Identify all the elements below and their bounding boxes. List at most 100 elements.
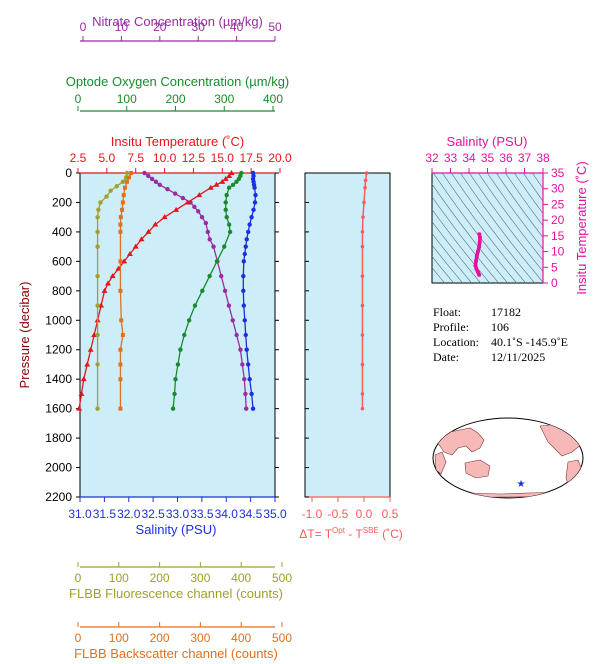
- nitrate-point: [240, 362, 245, 367]
- salinity-point: [244, 237, 249, 242]
- ts-salinity-tick-label: 33: [444, 151, 458, 165]
- nitrate-tick-label: 30: [192, 20, 206, 34]
- delta-point: [361, 215, 365, 219]
- salinity-point: [251, 207, 256, 213]
- ts-temperature-tick-label: 15: [551, 229, 565, 243]
- fluorescence-tick-label: 0: [75, 571, 82, 585]
- salinity-point: [252, 200, 258, 205]
- nitrate-point: [219, 273, 224, 279]
- pressure-tick-label: 800: [52, 284, 72, 298]
- oxygen-tick-label: 200: [165, 92, 185, 106]
- map-land-asia: [435, 427, 485, 456]
- salinity-point: [241, 273, 246, 279]
- salinity-tick-label: 31.0: [68, 507, 92, 521]
- nitrate-point: [211, 244, 216, 249]
- delta-point: [363, 178, 368, 183]
- temperature-point: [226, 172, 233, 178]
- info-location: Location: 40.1˚S -145.9˚E: [433, 335, 568, 350]
- density-contour: [432, 196, 499, 283]
- temperature-point: [76, 405, 83, 411]
- density-contour: [432, 183, 508, 283]
- temperature-point: [196, 192, 203, 198]
- salinity-point: [242, 318, 247, 323]
- delta-plot-frame: [304, 172, 391, 498]
- backscatter-point: [124, 179, 129, 184]
- delta-tick-label: 0.5: [382, 507, 399, 521]
- temperature-point: [105, 280, 112, 286]
- pressure-tick-label: 1000: [45, 313, 72, 327]
- oxygen-point: [200, 288, 205, 294]
- salinity-point: [245, 362, 251, 367]
- fluorescence-tick-label: 300: [190, 571, 210, 585]
- fluorescence-point: [95, 273, 100, 279]
- nitrate-point: [222, 288, 228, 294]
- temperature-tick-label: 20.0: [268, 151, 292, 165]
- backscatter-point: [119, 318, 124, 323]
- ts-temperature-tick-label: 35: [551, 166, 565, 180]
- fluorescence-point: [95, 244, 100, 249]
- nitrate-point: [165, 187, 170, 192]
- temperature-series-line: [78, 172, 233, 409]
- info-float: Float: 17182: [433, 305, 521, 320]
- temperature-tick-label: 15.0: [211, 151, 235, 165]
- map-land-australia: [464, 459, 491, 479]
- ts-temperature-axis-label: Insitu Temperature (˚C): [574, 161, 589, 294]
- fluorescence-point: [95, 229, 100, 235]
- ts-temperature-tick-label: 25: [551, 197, 565, 211]
- oxygen-point: [227, 229, 233, 235]
- salinity-point: [244, 347, 249, 352]
- nitrate-tick-label: 0: [80, 20, 87, 34]
- temperature-tick-label: 5.0: [99, 151, 116, 165]
- delta-point: [360, 244, 365, 249]
- salinity-point: [249, 214, 254, 220]
- oxygen-tick-label: 300: [214, 92, 234, 106]
- salinity-point: [250, 406, 256, 411]
- backscatter-point: [118, 406, 123, 411]
- density-contour: [432, 221, 481, 283]
- density-contour: [442, 173, 526, 283]
- temperature-point: [121, 258, 128, 264]
- ts-point: [477, 235, 482, 240]
- pressure-tick-label: 2200: [45, 490, 72, 504]
- temperature-point: [78, 390, 85, 396]
- backscatter-point: [118, 259, 123, 264]
- pressure-tick-label: 1800: [45, 431, 72, 445]
- nitrate-point: [203, 220, 209, 226]
- nitrate-tick-label: 40: [230, 20, 244, 34]
- salinity-tick-label: 34.0: [215, 507, 239, 521]
- delta-point: [360, 230, 365, 234]
- nitrate-point: [205, 229, 210, 235]
- backscatter-point: [129, 171, 134, 175]
- salinity-point: [247, 376, 252, 382]
- pressure-tick-label: 400: [52, 225, 72, 239]
- density-contour: [505, 173, 543, 227]
- oxygen-tick-label: 400: [263, 92, 283, 106]
- nitrate-tick-label: 10: [115, 20, 129, 34]
- nitrate-point: [207, 237, 212, 242]
- location-label: Location:: [433, 335, 479, 349]
- oxygen-point: [223, 200, 228, 205]
- salinity-point: [241, 303, 246, 308]
- temperature-point: [84, 361, 91, 367]
- fluorescence-point: [120, 179, 126, 185]
- pressure-tick-label: 1400: [45, 372, 72, 386]
- oxygen-point: [192, 303, 198, 308]
- salinity-point: [247, 222, 252, 227]
- oxygen-point: [222, 244, 227, 249]
- temperature-point: [173, 206, 180, 212]
- oxygen-point: [230, 182, 236, 187]
- nitrate-axis-label: Nitrate Concentration (µm/kg): [92, 14, 263, 29]
- nitrate-point: [172, 191, 178, 196]
- ts-salinity-tick-label: 38: [536, 151, 550, 165]
- ts-point: [475, 249, 480, 254]
- temperature-point: [109, 273, 116, 279]
- density-contour: [523, 173, 543, 202]
- fluorescence-point: [95, 332, 100, 338]
- pressure-tick-label: 200: [52, 195, 72, 209]
- nitrate-point: [157, 182, 162, 187]
- fluorescence-point: [108, 188, 113, 193]
- oxygen-point: [182, 332, 187, 338]
- nitrate-point: [230, 318, 235, 323]
- ts-temperature-tick-label: 30: [551, 182, 565, 196]
